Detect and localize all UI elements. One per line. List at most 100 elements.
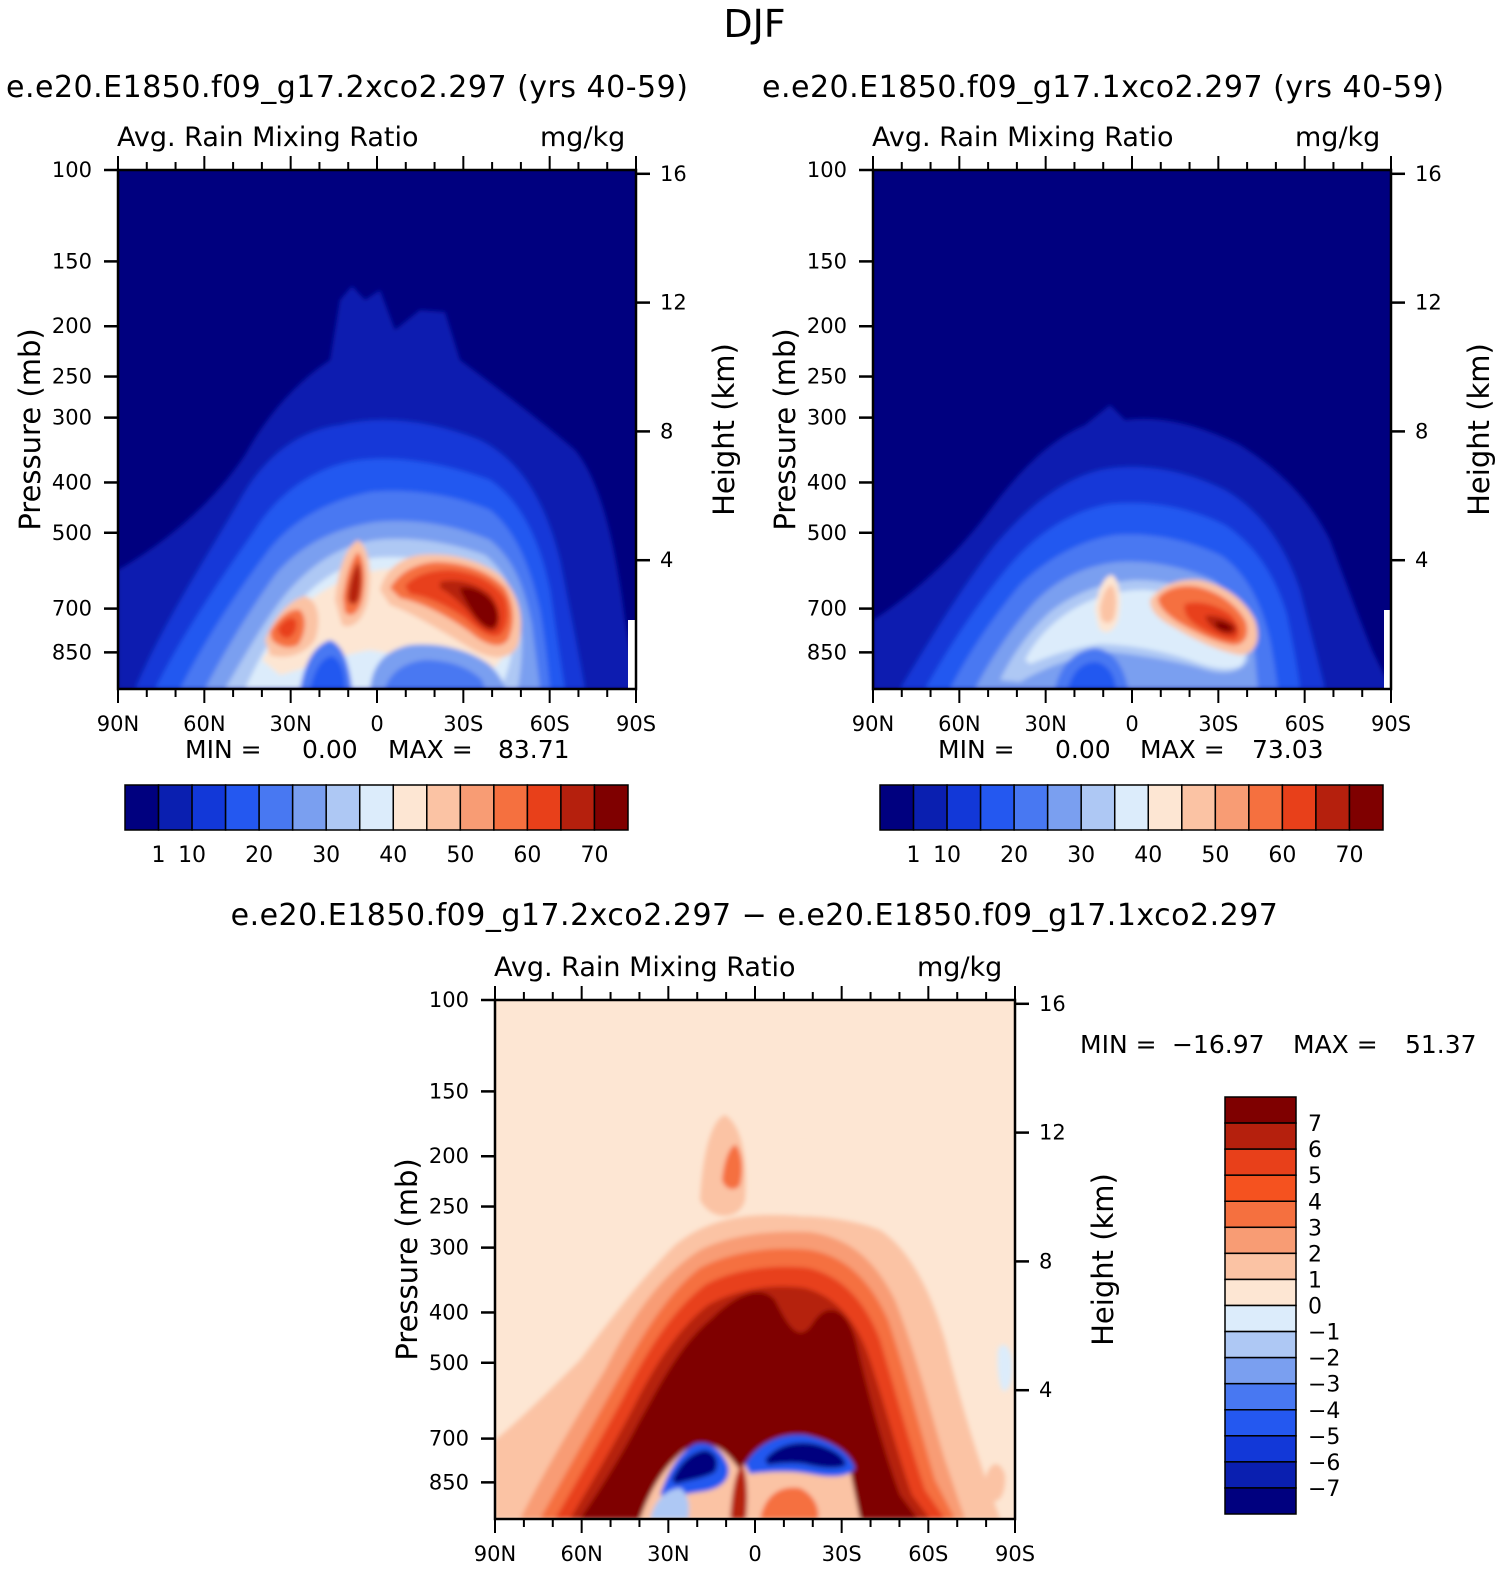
lat-tick-label: 0	[370, 712, 383, 736]
left-min-value: 0.00	[302, 735, 358, 764]
diff-colorbar-label: −6	[1308, 1451, 1340, 1476]
diff-colorbar-box	[1224, 1487, 1297, 1515]
pressure-tick-label: 400	[52, 470, 92, 494]
lat-tick-label: 30S	[1198, 712, 1238, 736]
pressure-tick-label: 300	[52, 406, 92, 430]
pressure-tick-label: 300	[807, 406, 847, 430]
right-variable-label: Avg. Rain Mixing Ratio	[872, 122, 1174, 153]
left-min-label: MIN =	[185, 735, 262, 764]
colorbar-label: 70	[580, 843, 608, 868]
height-tick-label: 16	[1415, 162, 1442, 186]
height-tick-label: 4	[1039, 1378, 1052, 1402]
colorbar-box	[493, 784, 529, 831]
lat-tick-label: 60S	[908, 1542, 948, 1566]
pressure-tick-label: 400	[807, 470, 847, 494]
colorbar-box	[1181, 784, 1217, 831]
colorbar-label: 40	[379, 843, 407, 868]
height-tick-label: 12	[1039, 1121, 1066, 1145]
diff-units-label: mg/kg	[917, 952, 1003, 983]
colorbar-box	[1214, 784, 1250, 831]
diff-colorbar-box	[1224, 1356, 1297, 1385]
colorbar-box	[1281, 784, 1317, 831]
colorbar-box	[426, 784, 462, 831]
diff-panel-title: e.e20.E1850.f09_g17.2xco2.297 − e.e20.E1…	[230, 898, 1279, 933]
diff-colorbar-label: 7	[1308, 1112, 1322, 1137]
diff-colorbar-box	[1224, 1382, 1297, 1411]
diff-colorbar-label: −3	[1308, 1373, 1340, 1398]
pressure-tick-label: 200	[52, 314, 92, 338]
height-tick-label: 8	[660, 419, 673, 443]
diff-min-value: −16.97	[1172, 1030, 1265, 1059]
colorbar-label: 1	[152, 843, 166, 868]
pressure-tick-label: 250	[429, 1195, 469, 1219]
height-axis-label: Height (km)	[1462, 343, 1496, 516]
left-units-label: mg/kg	[540, 122, 626, 153]
pressure-axis-label: Pressure (mb)	[13, 328, 47, 530]
pressure-tick-label: 850	[429, 1470, 469, 1494]
pressure-tick-label: 700	[52, 597, 92, 621]
lat-tick-label: 60S	[1285, 712, 1325, 736]
colorbar-label: 70	[1335, 843, 1363, 868]
diff-colorbar-box	[1224, 1278, 1297, 1307]
pressure-tick-label: 500	[52, 521, 92, 545]
diff-field	[495, 1000, 1015, 1519]
colorbars-layer: 1 10 20 30 40 50 60 70 1 10 20 30 40 50 60 7076543210−1…	[124, 784, 1384, 1515]
colorbar-label: 30	[312, 843, 340, 868]
left-max-label: MAX =	[388, 735, 473, 764]
colorbar-box	[1046, 784, 1082, 831]
left-panel-title: e.e20.E1850.f09_g17.2xco2.297 (yrs 40-59…	[6, 70, 689, 105]
diff-colorbar-box	[1224, 1174, 1297, 1202]
diff-max-label: MAX =	[1293, 1030, 1378, 1059]
colorbar-box	[879, 784, 915, 831]
pressure-tick-label: 150	[52, 249, 92, 273]
colorbar-box	[946, 784, 982, 831]
colorbar-box	[1147, 784, 1183, 831]
diff-colorbar-label: 6	[1308, 1138, 1322, 1163]
diff-colorbar-label: −7	[1308, 1477, 1340, 1502]
lat-tick-label: 30N	[647, 1542, 689, 1566]
colorbar-box	[157, 784, 193, 831]
pressure-tick-label: 200	[807, 314, 847, 338]
diff-max-value: 51.37	[1405, 1030, 1477, 1059]
lat-tick-label: 0	[748, 1542, 761, 1566]
lat-tick-label: 30S	[443, 712, 483, 736]
lat-tick-label: 90N	[97, 712, 139, 736]
diff-min-label: MIN =	[1080, 1030, 1157, 1059]
colorbar-label: 50	[1201, 843, 1229, 868]
lat-tick-label: 0	[1125, 712, 1138, 736]
colorbar-label: 50	[446, 843, 474, 868]
height-axis-label: Height (km)	[1086, 1173, 1120, 1346]
diff-colorbar-label: 4	[1308, 1190, 1322, 1215]
colorbar-box	[560, 784, 596, 831]
diff-colorbar-box	[1224, 1461, 1297, 1489]
pressure-tick-label: 700	[807, 597, 847, 621]
colorbar-box	[1348, 784, 1384, 831]
diff-colorbar-box	[1224, 1409, 1297, 1437]
right-field	[873, 170, 1391, 689]
colorbar-box	[459, 784, 495, 831]
colorbar-box	[224, 784, 260, 831]
pressure-tick-label: 100	[429, 988, 469, 1012]
left-max-value: 83.71	[498, 735, 570, 764]
colorbar-box	[191, 784, 227, 831]
colorbar-box	[392, 784, 428, 831]
diff-colorbar-box	[1224, 1200, 1297, 1229]
diff-colorbar-label: −4	[1308, 1399, 1340, 1424]
diff-colorbar-box	[1224, 1122, 1297, 1150]
colorbar-box	[1080, 784, 1116, 831]
colorbar-box	[291, 784, 327, 831]
right-max-label: MAX =	[1140, 735, 1225, 764]
pressure-tick-label: 700	[429, 1427, 469, 1451]
diff-colorbar-box	[1224, 1148, 1297, 1176]
diff-colorbar-box	[1224, 1330, 1297, 1359]
pressure-tick-label: 500	[429, 1351, 469, 1375]
colorbar-box	[593, 784, 629, 831]
colorbar-box	[979, 784, 1015, 831]
colorbar-box	[124, 784, 160, 831]
colorbar-box	[1113, 784, 1150, 831]
figure-title: DJF	[723, 2, 786, 46]
pressure-tick-label: 400	[429, 1300, 469, 1324]
lat-tick-label: 60S	[530, 712, 570, 736]
height-tick-label: 16	[660, 162, 687, 186]
